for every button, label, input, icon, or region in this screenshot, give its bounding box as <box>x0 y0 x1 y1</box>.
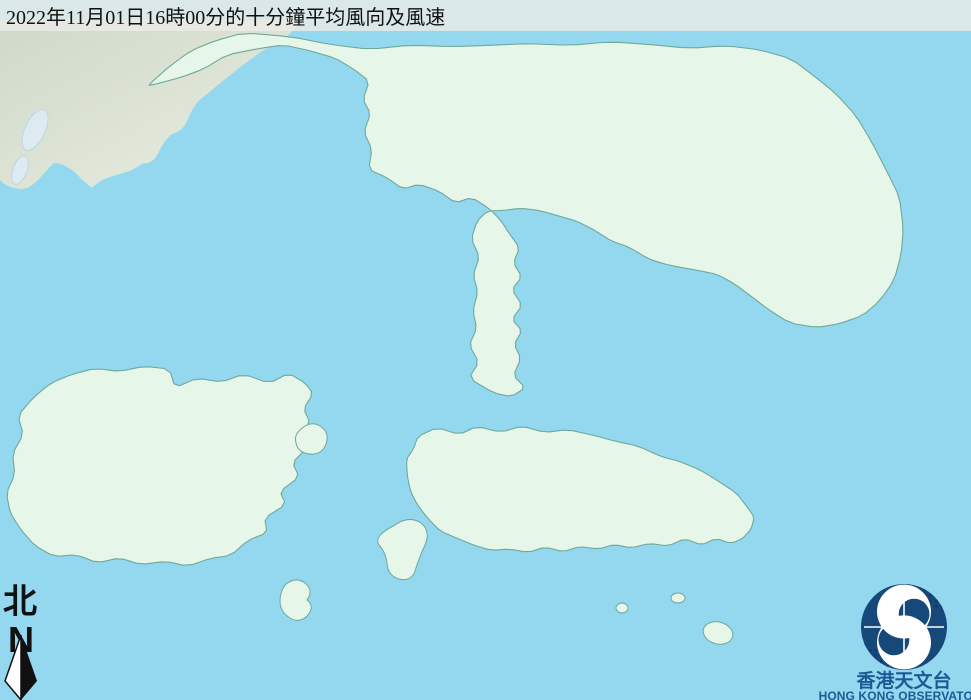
svg-text:HONG KONG OBSERVATORY: HONG KONG OBSERVATORY <box>819 689 971 700</box>
svg-text:北: 北 <box>3 583 37 621</box>
